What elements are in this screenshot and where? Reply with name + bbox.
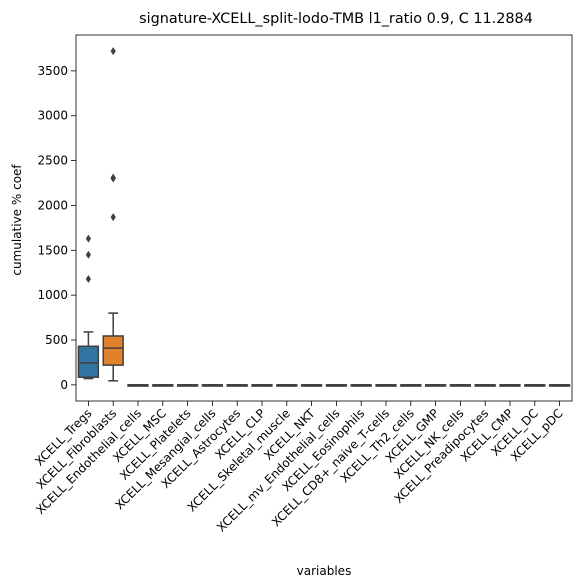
box-outlier-point bbox=[110, 213, 116, 222]
box-19 bbox=[524, 384, 546, 387]
box-13 bbox=[375, 384, 397, 387]
plot-area bbox=[77, 47, 571, 387]
box-4 bbox=[152, 384, 174, 387]
box-outlier-point bbox=[85, 275, 91, 283]
box-outlier-point bbox=[85, 234, 91, 243]
box-11 bbox=[325, 384, 348, 387]
box-10 bbox=[300, 384, 323, 387]
box-iqr bbox=[102, 335, 124, 366]
box-17 bbox=[474, 384, 496, 387]
plot-frame bbox=[75, 34, 573, 402]
y-tick-label: 2500 bbox=[37, 154, 68, 168]
box-3 bbox=[127, 384, 149, 387]
box-20 bbox=[548, 384, 571, 387]
y-tick-label: 1500 bbox=[37, 243, 68, 257]
box-9 bbox=[276, 384, 298, 387]
box-8 bbox=[251, 384, 273, 387]
box-14 bbox=[400, 384, 422, 387]
box-7 bbox=[226, 384, 248, 387]
y-tick-label: 0 bbox=[60, 378, 68, 392]
box-18 bbox=[499, 384, 521, 387]
box-outlier-point bbox=[110, 47, 116, 56]
box-outlier-point bbox=[110, 173, 116, 182]
y-tick-label: 500 bbox=[45, 333, 68, 347]
box-outlier-point bbox=[85, 250, 91, 259]
y-tick-label: 3500 bbox=[37, 64, 68, 78]
box-12 bbox=[350, 384, 372, 387]
box-6 bbox=[201, 384, 224, 387]
y-tick-label: 3000 bbox=[37, 109, 68, 123]
box-5 bbox=[176, 384, 199, 387]
box-iqr bbox=[77, 345, 100, 378]
box-16 bbox=[449, 384, 472, 387]
chart-title: signature-XCELL_split-lodo-TMB l1_ratio … bbox=[139, 11, 533, 27]
y-axis-label: cumulative % coef bbox=[10, 164, 24, 276]
x-axis: XCELL_TregsXCELL_FibroblastsXCELL_Endoth… bbox=[32, 401, 566, 535]
y-axis: 0 500 1000 1500 2000 2500 3000 3500 bbox=[37, 64, 76, 392]
box-15 bbox=[424, 384, 447, 387]
y-tick-label: 1000 bbox=[37, 288, 68, 302]
box-2 bbox=[102, 47, 124, 382]
box-1 bbox=[77, 234, 100, 380]
x-axis-label: variables bbox=[297, 564, 352, 578]
y-tick-label: 2000 bbox=[37, 198, 68, 212]
